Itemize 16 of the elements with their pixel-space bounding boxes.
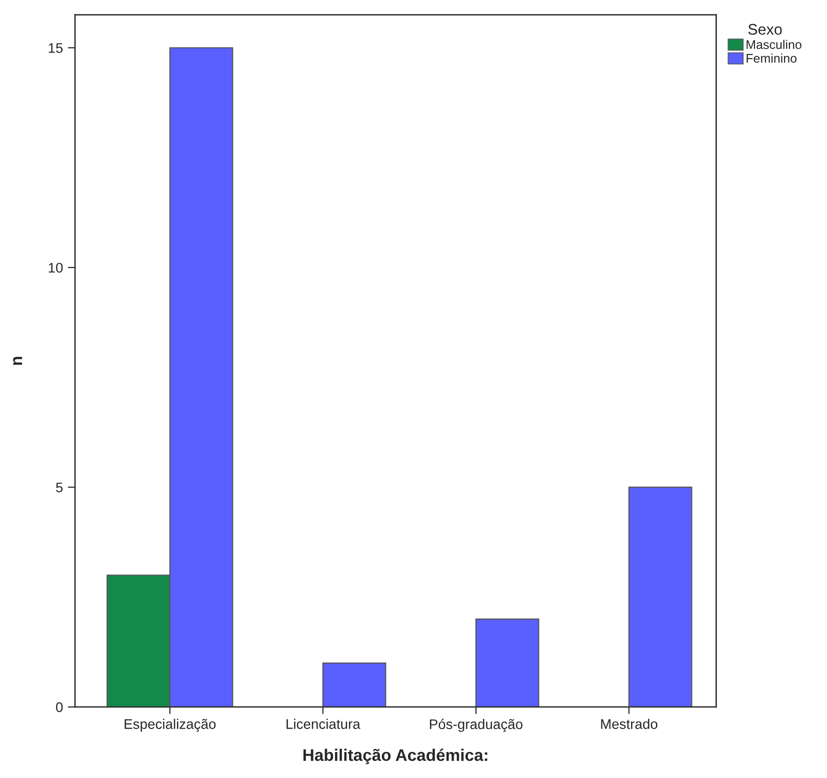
bar: [322, 662, 386, 707]
bar: [628, 486, 692, 707]
y-tick-label: 5: [56, 482, 63, 492]
x-tick-label: Pós-graduação: [430, 718, 522, 732]
y-axis-title: n: [13, 356, 22, 365]
bar: [475, 618, 540, 707]
legend-label: Feminino: [746, 54, 797, 63]
x-tick-label: Licenciatura: [286, 718, 360, 729]
y-tick-label: 0: [56, 702, 63, 712]
legend-label: Masculino: [746, 40, 802, 50]
y-tick-label: 10: [48, 262, 63, 273]
x-tick-label: Mestrado: [601, 718, 658, 729]
y-tick-label: 15: [48, 43, 63, 53]
legend-title: Sexo: [748, 24, 782, 35]
x-tick-label: Especialização: [124, 718, 216, 732]
x-axis-title: Habilitação Académica:: [303, 748, 488, 764]
